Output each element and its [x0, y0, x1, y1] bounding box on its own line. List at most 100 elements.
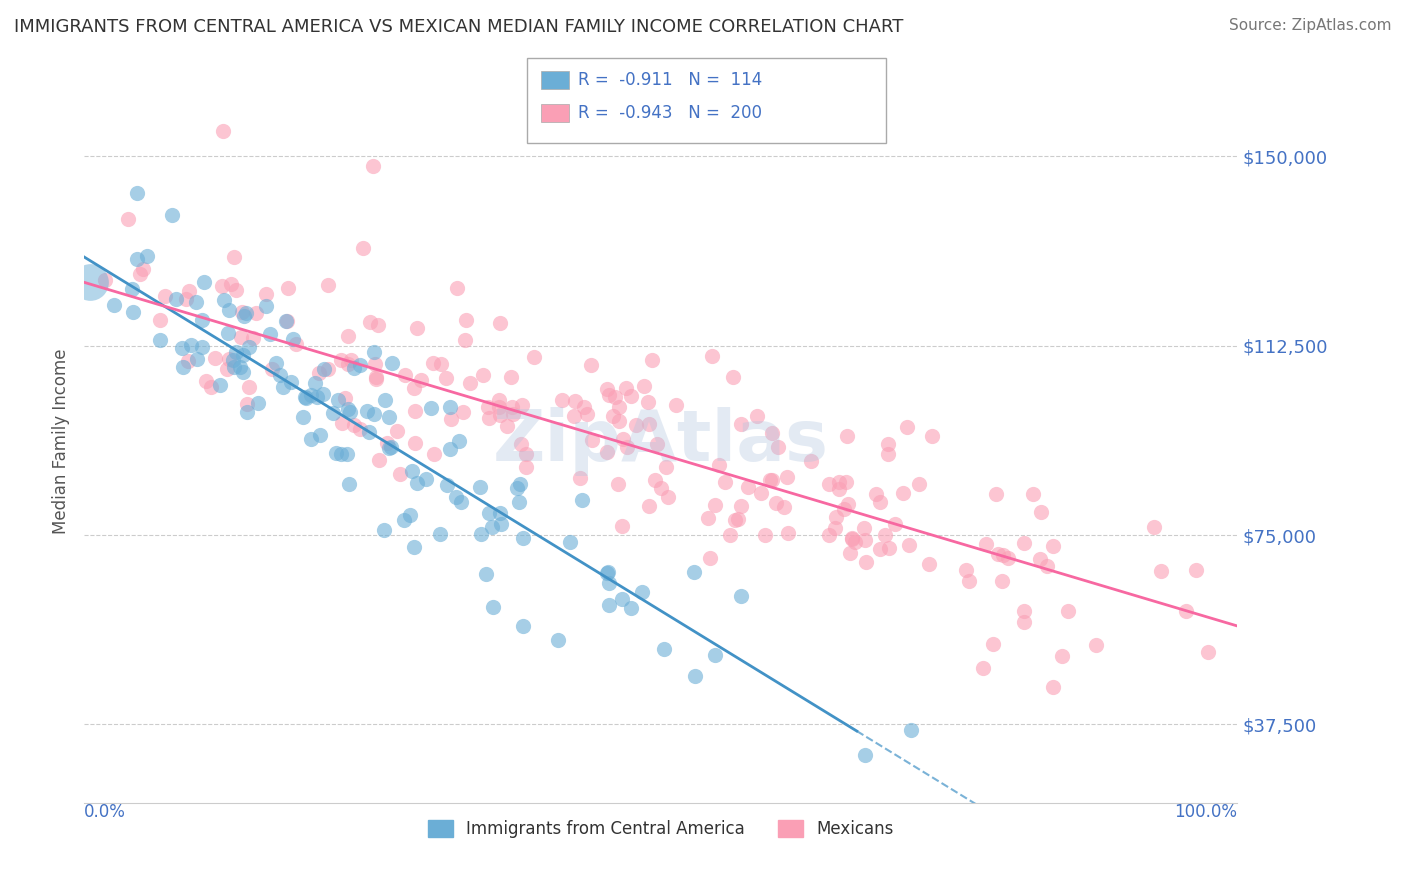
- Point: [761, 425, 783, 440]
- Point: [1143, 519, 1166, 533]
- Point: [367, 318, 389, 332]
- Point: [430, 357, 453, 371]
- Point: [633, 379, 655, 393]
- Point: [495, 418, 517, 433]
- Point: [191, 340, 214, 354]
- Point: [707, 458, 730, 472]
- Point: [614, 380, 637, 394]
- Point: [512, 532, 534, 546]
- Point: [853, 521, 876, 535]
- Point: [1022, 487, 1045, 501]
- Point: [713, 475, 735, 490]
- Point: [225, 345, 247, 359]
- Point: [447, 434, 470, 449]
- Point: [149, 333, 172, 347]
- Point: [326, 392, 349, 407]
- Point: [737, 480, 759, 494]
- Point: [571, 492, 593, 507]
- Point: [776, 469, 799, 483]
- Point: [515, 460, 537, 475]
- Point: [619, 601, 641, 615]
- Point: [1050, 648, 1073, 663]
- Point: [349, 422, 371, 436]
- Point: [364, 357, 387, 371]
- Point: [352, 241, 374, 255]
- Point: [876, 447, 898, 461]
- Point: [562, 409, 585, 423]
- Point: [637, 394, 659, 409]
- Point: [446, 281, 468, 295]
- Point: [598, 575, 620, 590]
- Point: [375, 436, 398, 450]
- Point: [404, 381, 426, 395]
- Point: [509, 437, 531, 451]
- Point: [304, 376, 326, 390]
- Point: [172, 342, 194, 356]
- Point: [665, 398, 688, 412]
- Point: [363, 344, 385, 359]
- Point: [337, 401, 360, 416]
- Point: [451, 405, 474, 419]
- Point: [700, 349, 723, 363]
- Point: [222, 352, 245, 367]
- Point: [877, 541, 900, 556]
- Point: [217, 326, 239, 341]
- Point: [620, 389, 643, 403]
- Point: [508, 495, 530, 509]
- Point: [349, 358, 371, 372]
- Point: [959, 574, 981, 588]
- Point: [612, 519, 634, 533]
- Point: [468, 480, 491, 494]
- Point: [79, 276, 101, 290]
- Point: [603, 390, 626, 404]
- Point: [596, 382, 619, 396]
- Point: [436, 477, 458, 491]
- Point: [551, 393, 574, 408]
- Point: [229, 330, 252, 344]
- Point: [456, 313, 478, 327]
- Point: [512, 619, 534, 633]
- Point: [364, 370, 387, 384]
- Point: [1036, 559, 1059, 574]
- Point: [208, 377, 231, 392]
- Point: [506, 481, 529, 495]
- Point: [193, 275, 215, 289]
- Point: [357, 425, 380, 440]
- Point: [401, 464, 423, 478]
- Point: [214, 293, 236, 308]
- Point: [211, 124, 233, 138]
- Point: [330, 417, 353, 431]
- Point: [835, 475, 858, 489]
- Point: [654, 642, 676, 657]
- Point: [238, 340, 260, 354]
- Point: [607, 477, 630, 491]
- Point: [489, 506, 512, 520]
- Point: [356, 403, 378, 417]
- Point: [624, 418, 647, 433]
- Point: [718, 528, 741, 542]
- Point: [329, 447, 352, 461]
- Point: [218, 303, 240, 318]
- Point: [392, 513, 415, 527]
- Point: [638, 499, 661, 513]
- Point: [564, 394, 586, 409]
- Point: [394, 368, 416, 382]
- Point: [316, 362, 339, 376]
- Point: [891, 485, 914, 500]
- Point: [730, 417, 752, 431]
- Text: ZipAtlas: ZipAtlas: [494, 407, 828, 476]
- Legend: Immigrants from Central America, Mexicans: Immigrants from Central America, Mexican…: [420, 814, 901, 845]
- Point: [277, 281, 299, 295]
- Point: [429, 526, 451, 541]
- Point: [439, 400, 461, 414]
- Point: [333, 391, 356, 405]
- Point: [869, 495, 891, 509]
- Point: [638, 417, 661, 432]
- Point: [235, 306, 257, 320]
- Point: [772, 500, 794, 515]
- Point: [172, 360, 194, 375]
- Point: [650, 482, 672, 496]
- Point: [439, 442, 461, 456]
- Point: [1012, 615, 1035, 629]
- Point: [374, 393, 396, 408]
